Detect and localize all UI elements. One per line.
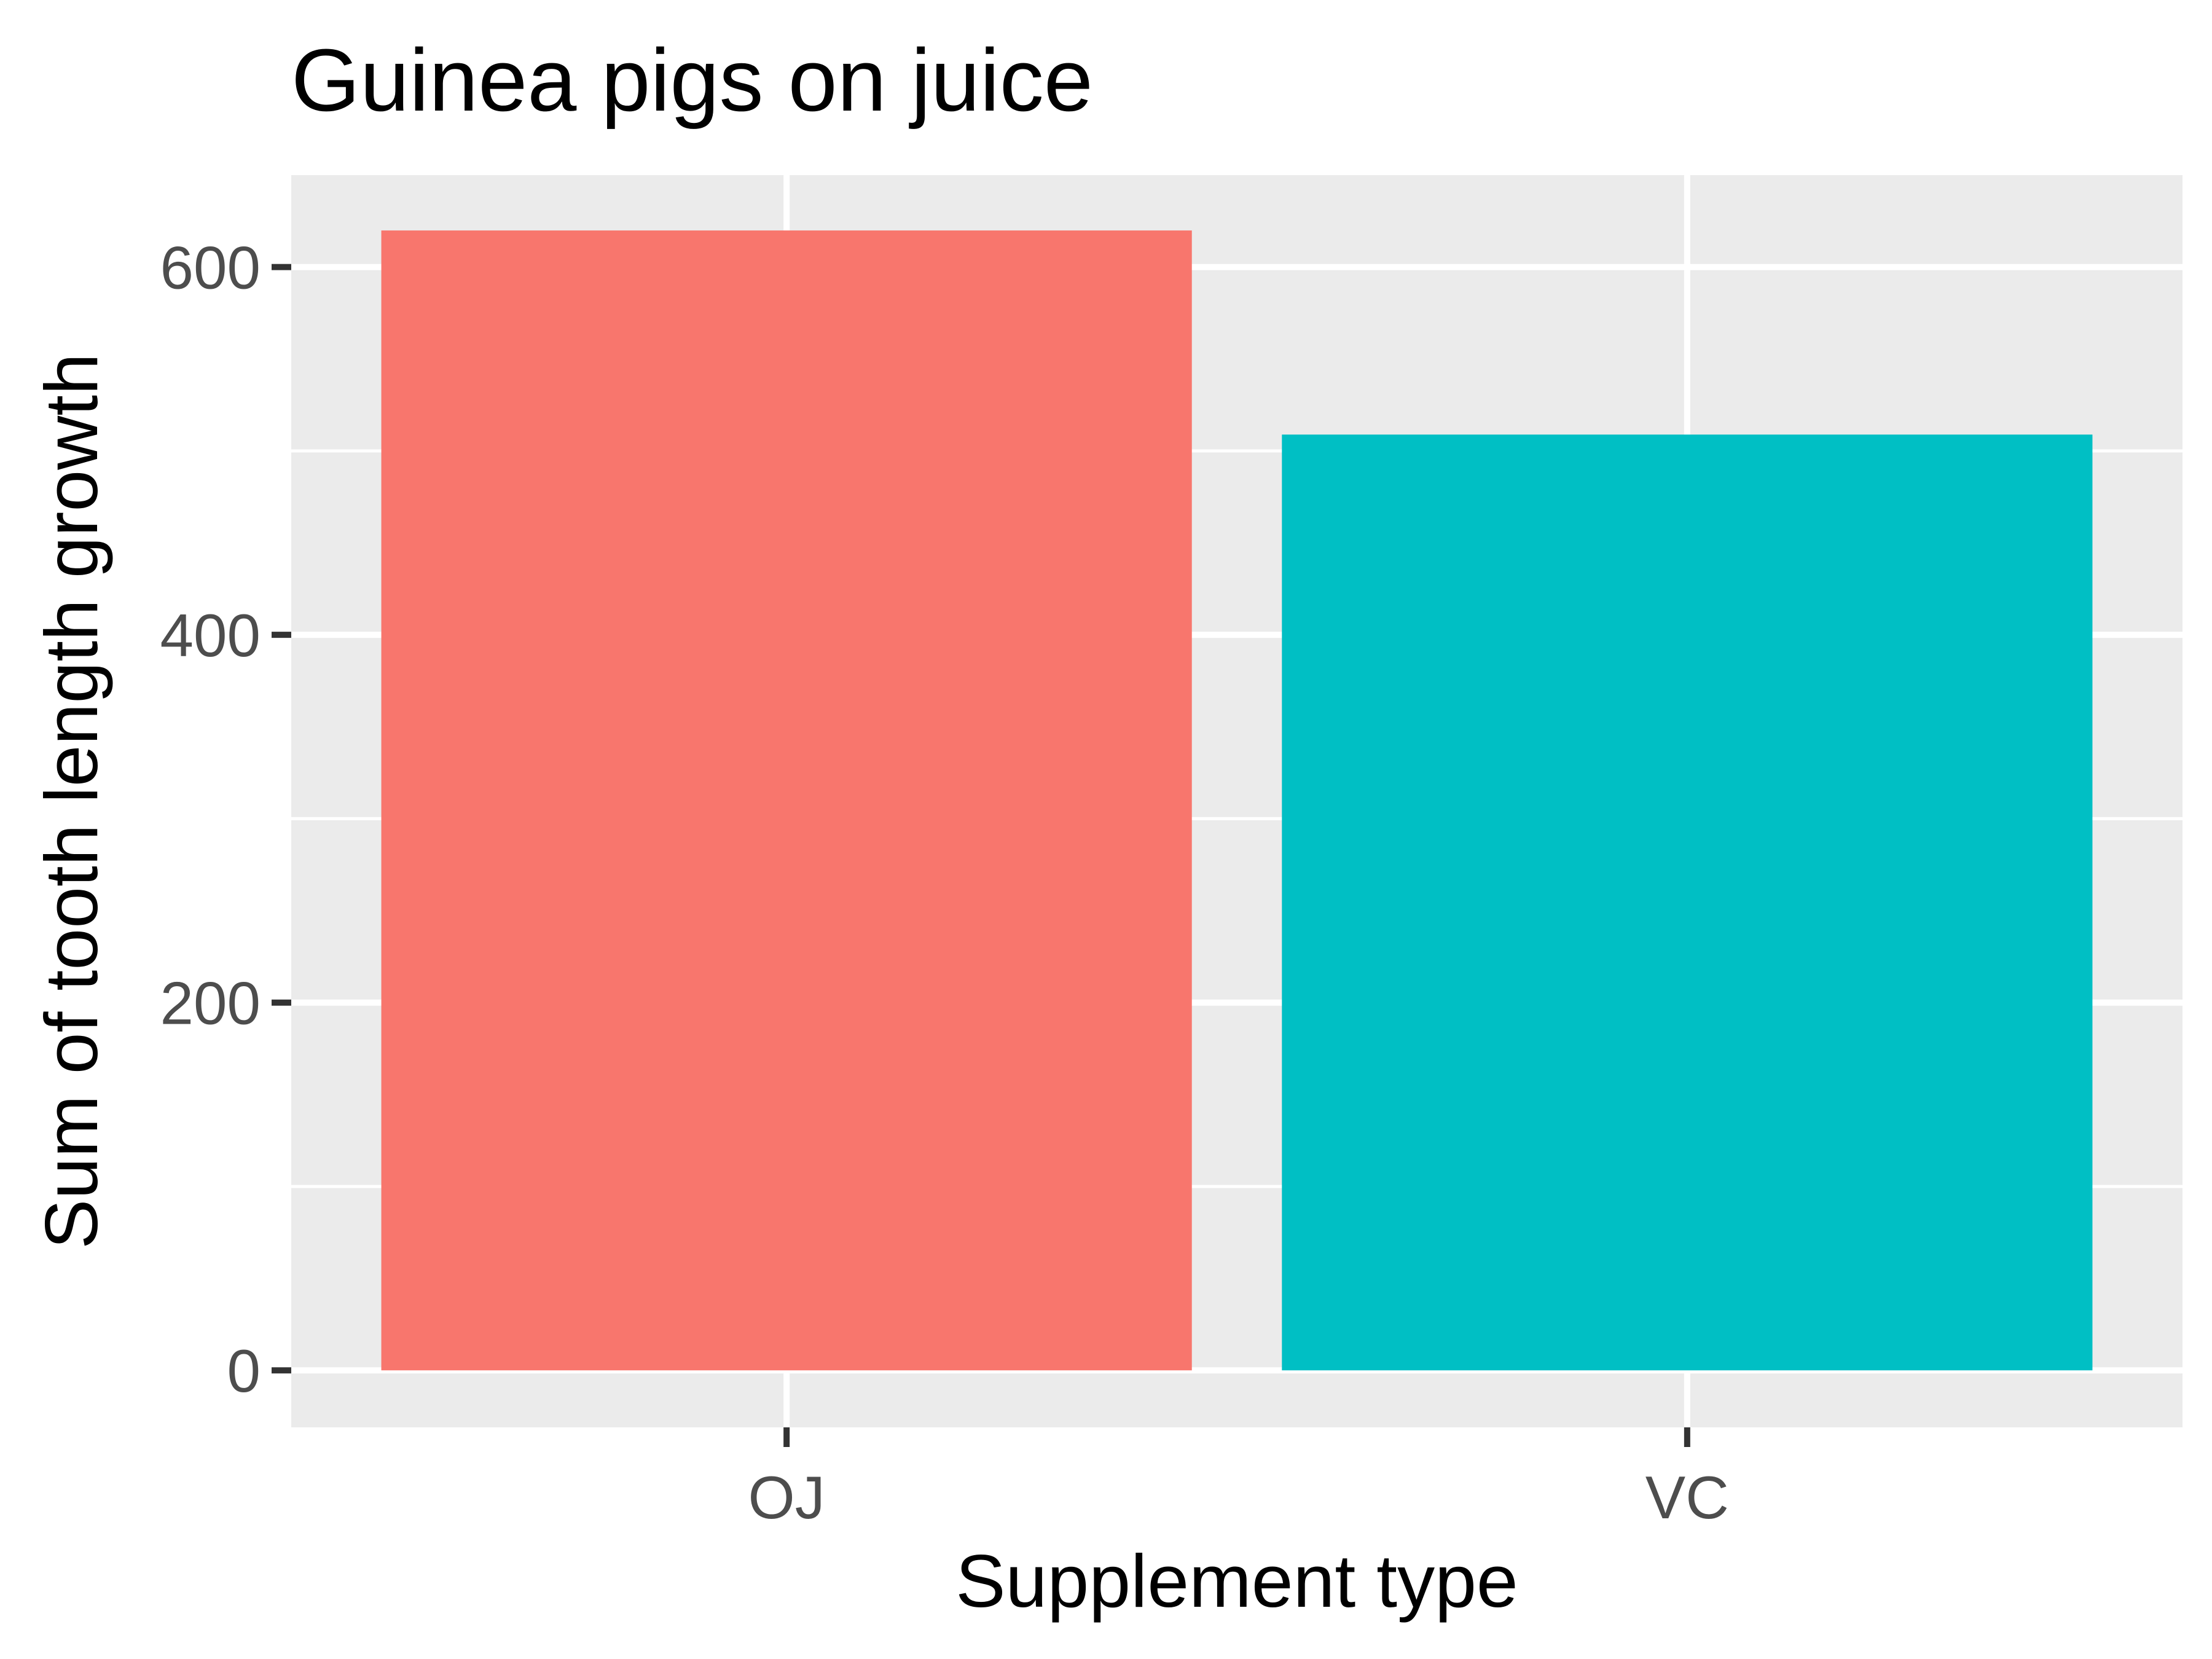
bar-vc	[1282, 434, 2093, 1371]
y-axis: 0 200 400 600	[160, 234, 291, 1405]
y-tick-label: 400	[160, 602, 261, 669]
x-tick-label: VC	[1645, 1464, 1729, 1531]
bar-oj	[381, 230, 1192, 1371]
x-axis-title: Supplement type	[955, 1539, 1518, 1623]
x-tick-label: OJ	[748, 1464, 825, 1531]
y-tick-label: 200	[160, 970, 261, 1037]
chart-title: Guinea pigs on juice	[291, 31, 1093, 130]
y-tick-label: 0	[227, 1337, 261, 1405]
y-tick-label: 600	[160, 234, 261, 302]
y-axis-title: Sum of tooth length growth	[29, 353, 113, 1249]
x-axis: OJ VC	[748, 1427, 1729, 1531]
bars	[381, 230, 2093, 1371]
